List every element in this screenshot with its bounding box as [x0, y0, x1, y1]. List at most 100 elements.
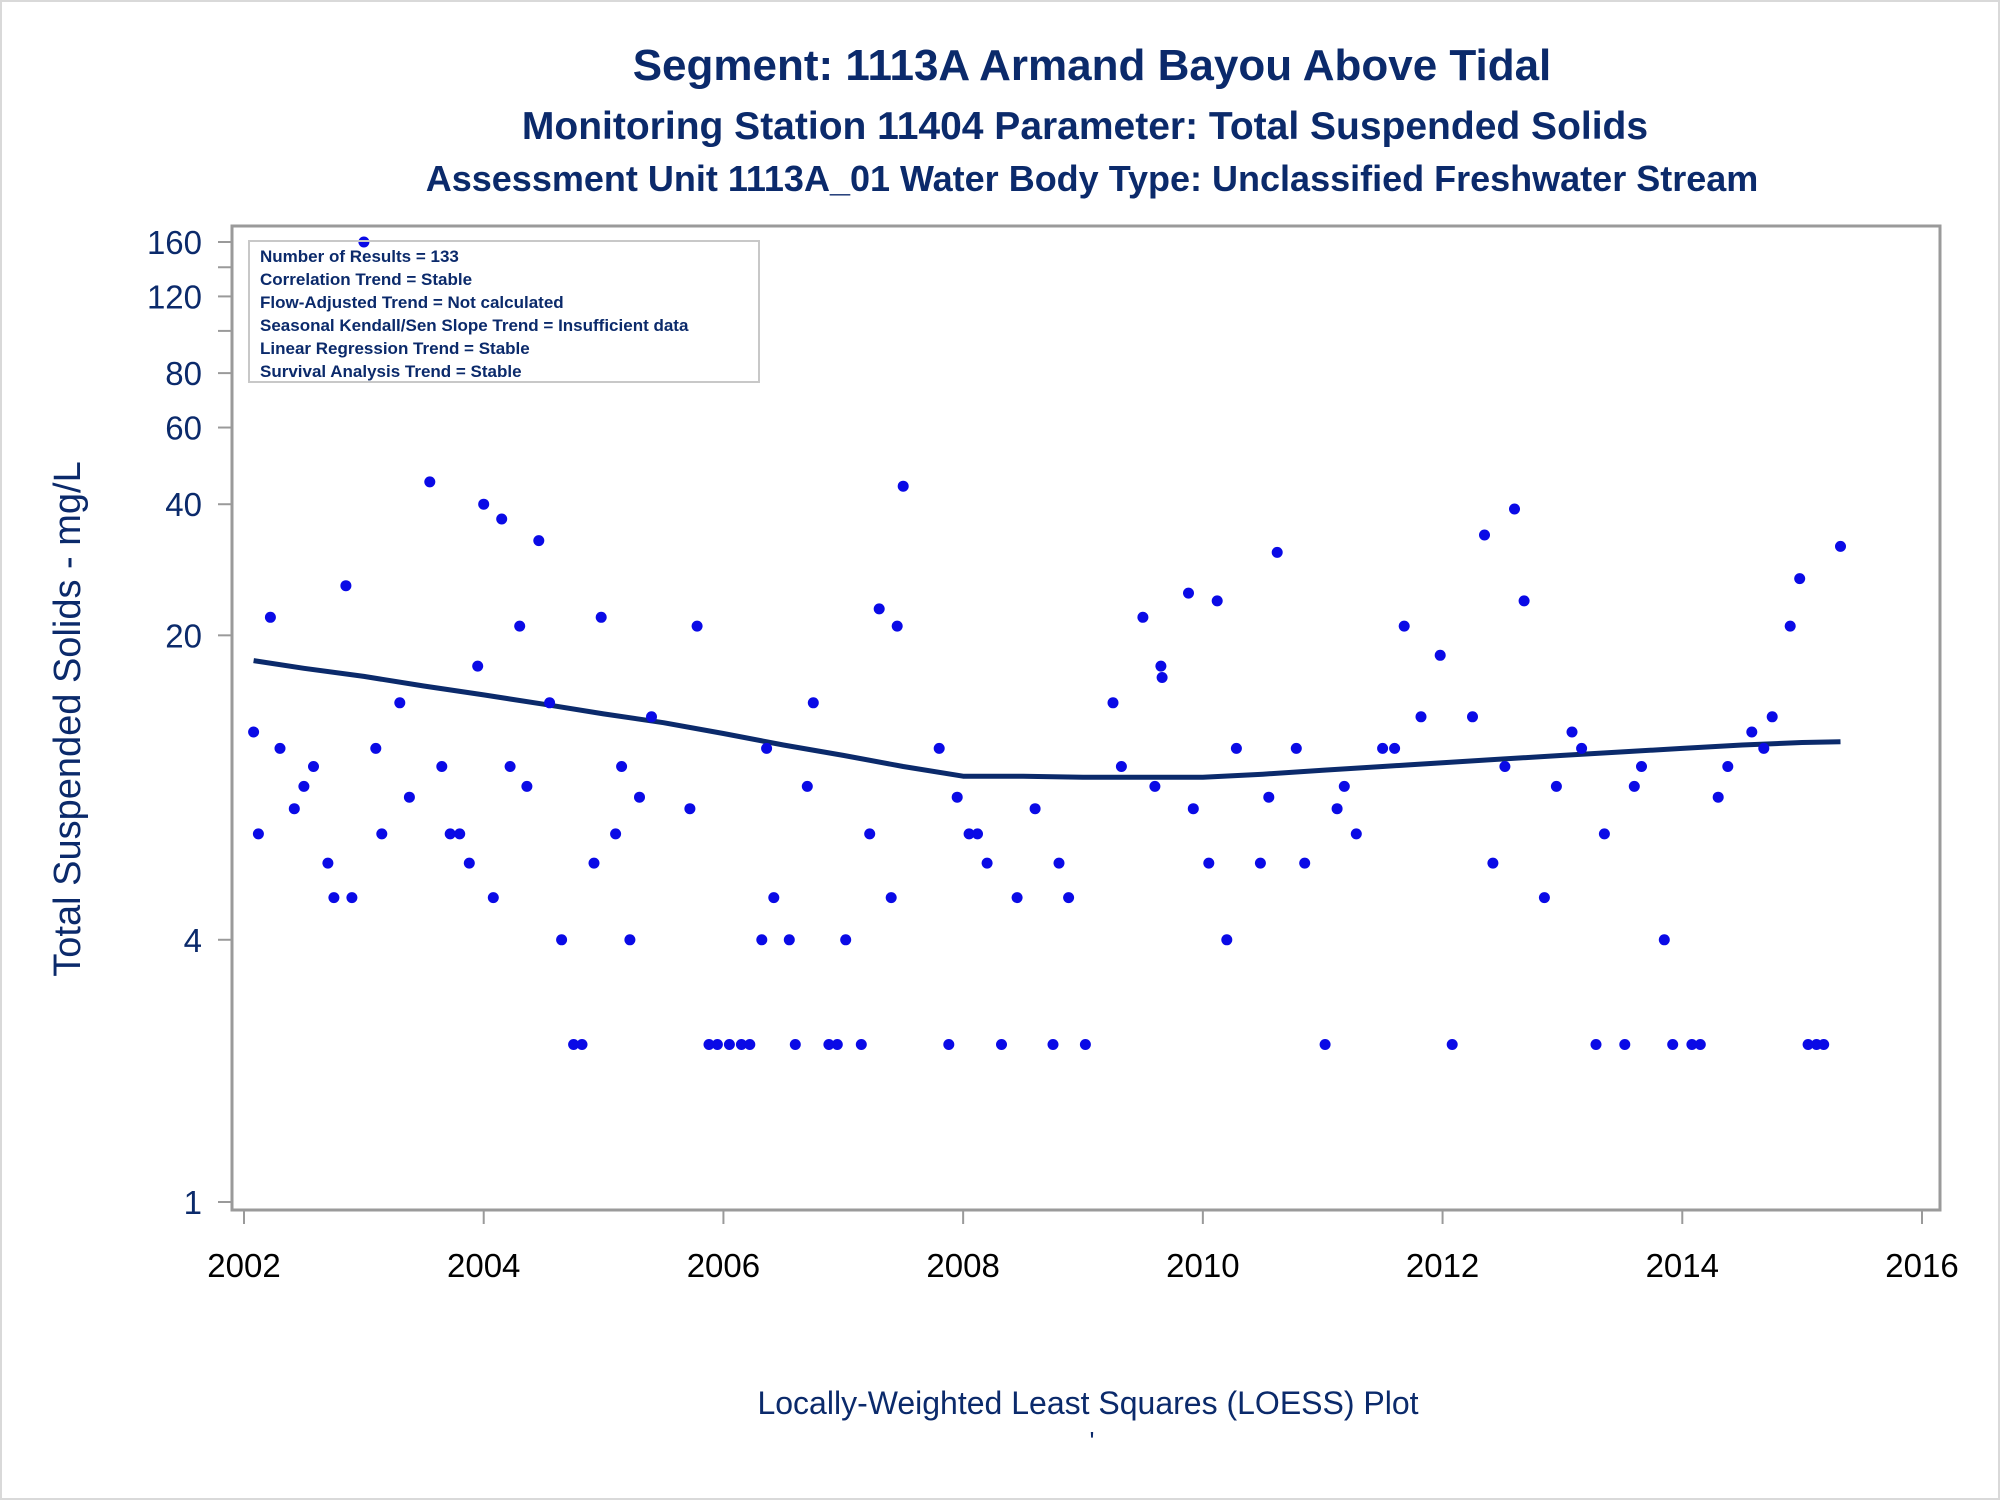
points-layer [248, 236, 1846, 1050]
data-point [1230, 742, 1242, 754]
data-point [556, 934, 568, 946]
data-point [252, 828, 264, 840]
data-point [703, 1039, 715, 1050]
data-point [744, 1039, 756, 1050]
data-point [723, 1039, 735, 1050]
data-point [1221, 934, 1233, 946]
x-tick-label: 2002 [207, 1247, 280, 1284]
data-point [1263, 791, 1275, 803]
data-point [789, 1039, 801, 1050]
data-point [248, 726, 260, 738]
data-point [544, 697, 556, 709]
x-tick-label: 2004 [447, 1247, 520, 1284]
data-point [1115, 761, 1127, 772]
data-point [823, 1039, 835, 1050]
data-point [616, 761, 628, 772]
data-point [981, 857, 993, 869]
x-axis: 2002 2004 2006 2008 2010 2012 2014 2016 [207, 1210, 1959, 1284]
data-point [1434, 649, 1446, 661]
data-point [1137, 611, 1149, 623]
data-point [996, 1039, 1007, 1050]
data-point [1694, 1039, 1706, 1050]
data-point [840, 934, 852, 946]
data-point [1746, 726, 1758, 738]
data-point [943, 1039, 955, 1050]
data-point [487, 892, 499, 904]
data-point [454, 828, 466, 840]
data-point [1802, 1039, 1814, 1050]
data-point [801, 780, 813, 792]
data-point [1758, 742, 1770, 754]
data-point [576, 1039, 588, 1050]
data-point [1628, 780, 1640, 792]
data-point [376, 828, 388, 840]
x-tick-label: 2010 [1166, 1247, 1239, 1284]
data-point [568, 1039, 580, 1050]
data-point [1389, 742, 1401, 754]
data-point [855, 1039, 867, 1050]
data-point [1712, 791, 1724, 803]
data-point [1398, 620, 1410, 632]
data-point [1636, 761, 1647, 772]
data-point [1835, 540, 1846, 552]
data-point [308, 761, 319, 772]
x-tick-label: 2014 [1646, 1247, 1719, 1284]
loess-layer [253, 658, 1841, 780]
data-point [1794, 573, 1806, 585]
data-point [1576, 742, 1588, 754]
info-box-frame [248, 240, 760, 383]
chart-footnote: Locally-Weighted Least Squares (LOESS) P… [757, 1385, 1418, 1421]
data-point [1377, 742, 1389, 754]
data-point [1686, 1039, 1698, 1050]
chart-title: Segment: 1113A Armand Bayou Above Tidal [633, 41, 1552, 90]
data-point [756, 934, 768, 946]
y-tick-label: 4 [184, 922, 202, 959]
data-point [436, 761, 448, 772]
data-point [478, 498, 490, 510]
data-point [264, 611, 276, 623]
data-point [972, 828, 983, 840]
info-box-line: Correlation Trend = Stable [260, 270, 472, 289]
data-point [807, 697, 819, 709]
data-point [610, 828, 622, 840]
data-point [897, 480, 909, 492]
data-point [496, 513, 508, 525]
data-point [1766, 711, 1778, 723]
data-point [768, 892, 780, 904]
data-point [424, 476, 436, 488]
data-point [298, 780, 310, 792]
data-point [533, 535, 545, 547]
info-box-line: Number of Results = 133 [260, 247, 459, 266]
data-point [1509, 503, 1520, 515]
data-point [1155, 660, 1167, 672]
info-box-line: Seasonal Kendall/Sen Slope Trend = Insuf… [260, 316, 689, 335]
data-point [1538, 892, 1550, 904]
data-point [1319, 1039, 1331, 1050]
data-point [761, 742, 773, 754]
data-point [403, 791, 415, 803]
data-point [1203, 857, 1215, 869]
data-point [288, 803, 300, 815]
data-point [634, 791, 645, 803]
x-tick-label: 2008 [926, 1247, 999, 1284]
y-tick-label: 160 [147, 224, 202, 261]
data-point [1331, 803, 1343, 815]
data-point [951, 791, 963, 803]
info-box-line: Flow-Adjusted Trend = Not calculated [260, 293, 564, 312]
data-point [1590, 1039, 1602, 1050]
data-point [963, 828, 975, 840]
data-point [1079, 1039, 1091, 1050]
data-point [1299, 857, 1311, 869]
chart-subtitle: Monitoring Station 11404 Parameter: Tota… [522, 105, 1648, 148]
data-point [1415, 711, 1427, 723]
data-point [624, 934, 636, 946]
data-point [1107, 697, 1119, 709]
y-tick-label: 120 [147, 278, 202, 315]
data-point [340, 580, 352, 592]
x-tick-label: 2012 [1406, 1247, 1479, 1284]
data-point [885, 892, 897, 904]
y-tick-label: 40 [165, 486, 202, 523]
data-point [873, 603, 885, 615]
info-box: Number of Results = 133 Correlation Tren… [248, 240, 760, 383]
